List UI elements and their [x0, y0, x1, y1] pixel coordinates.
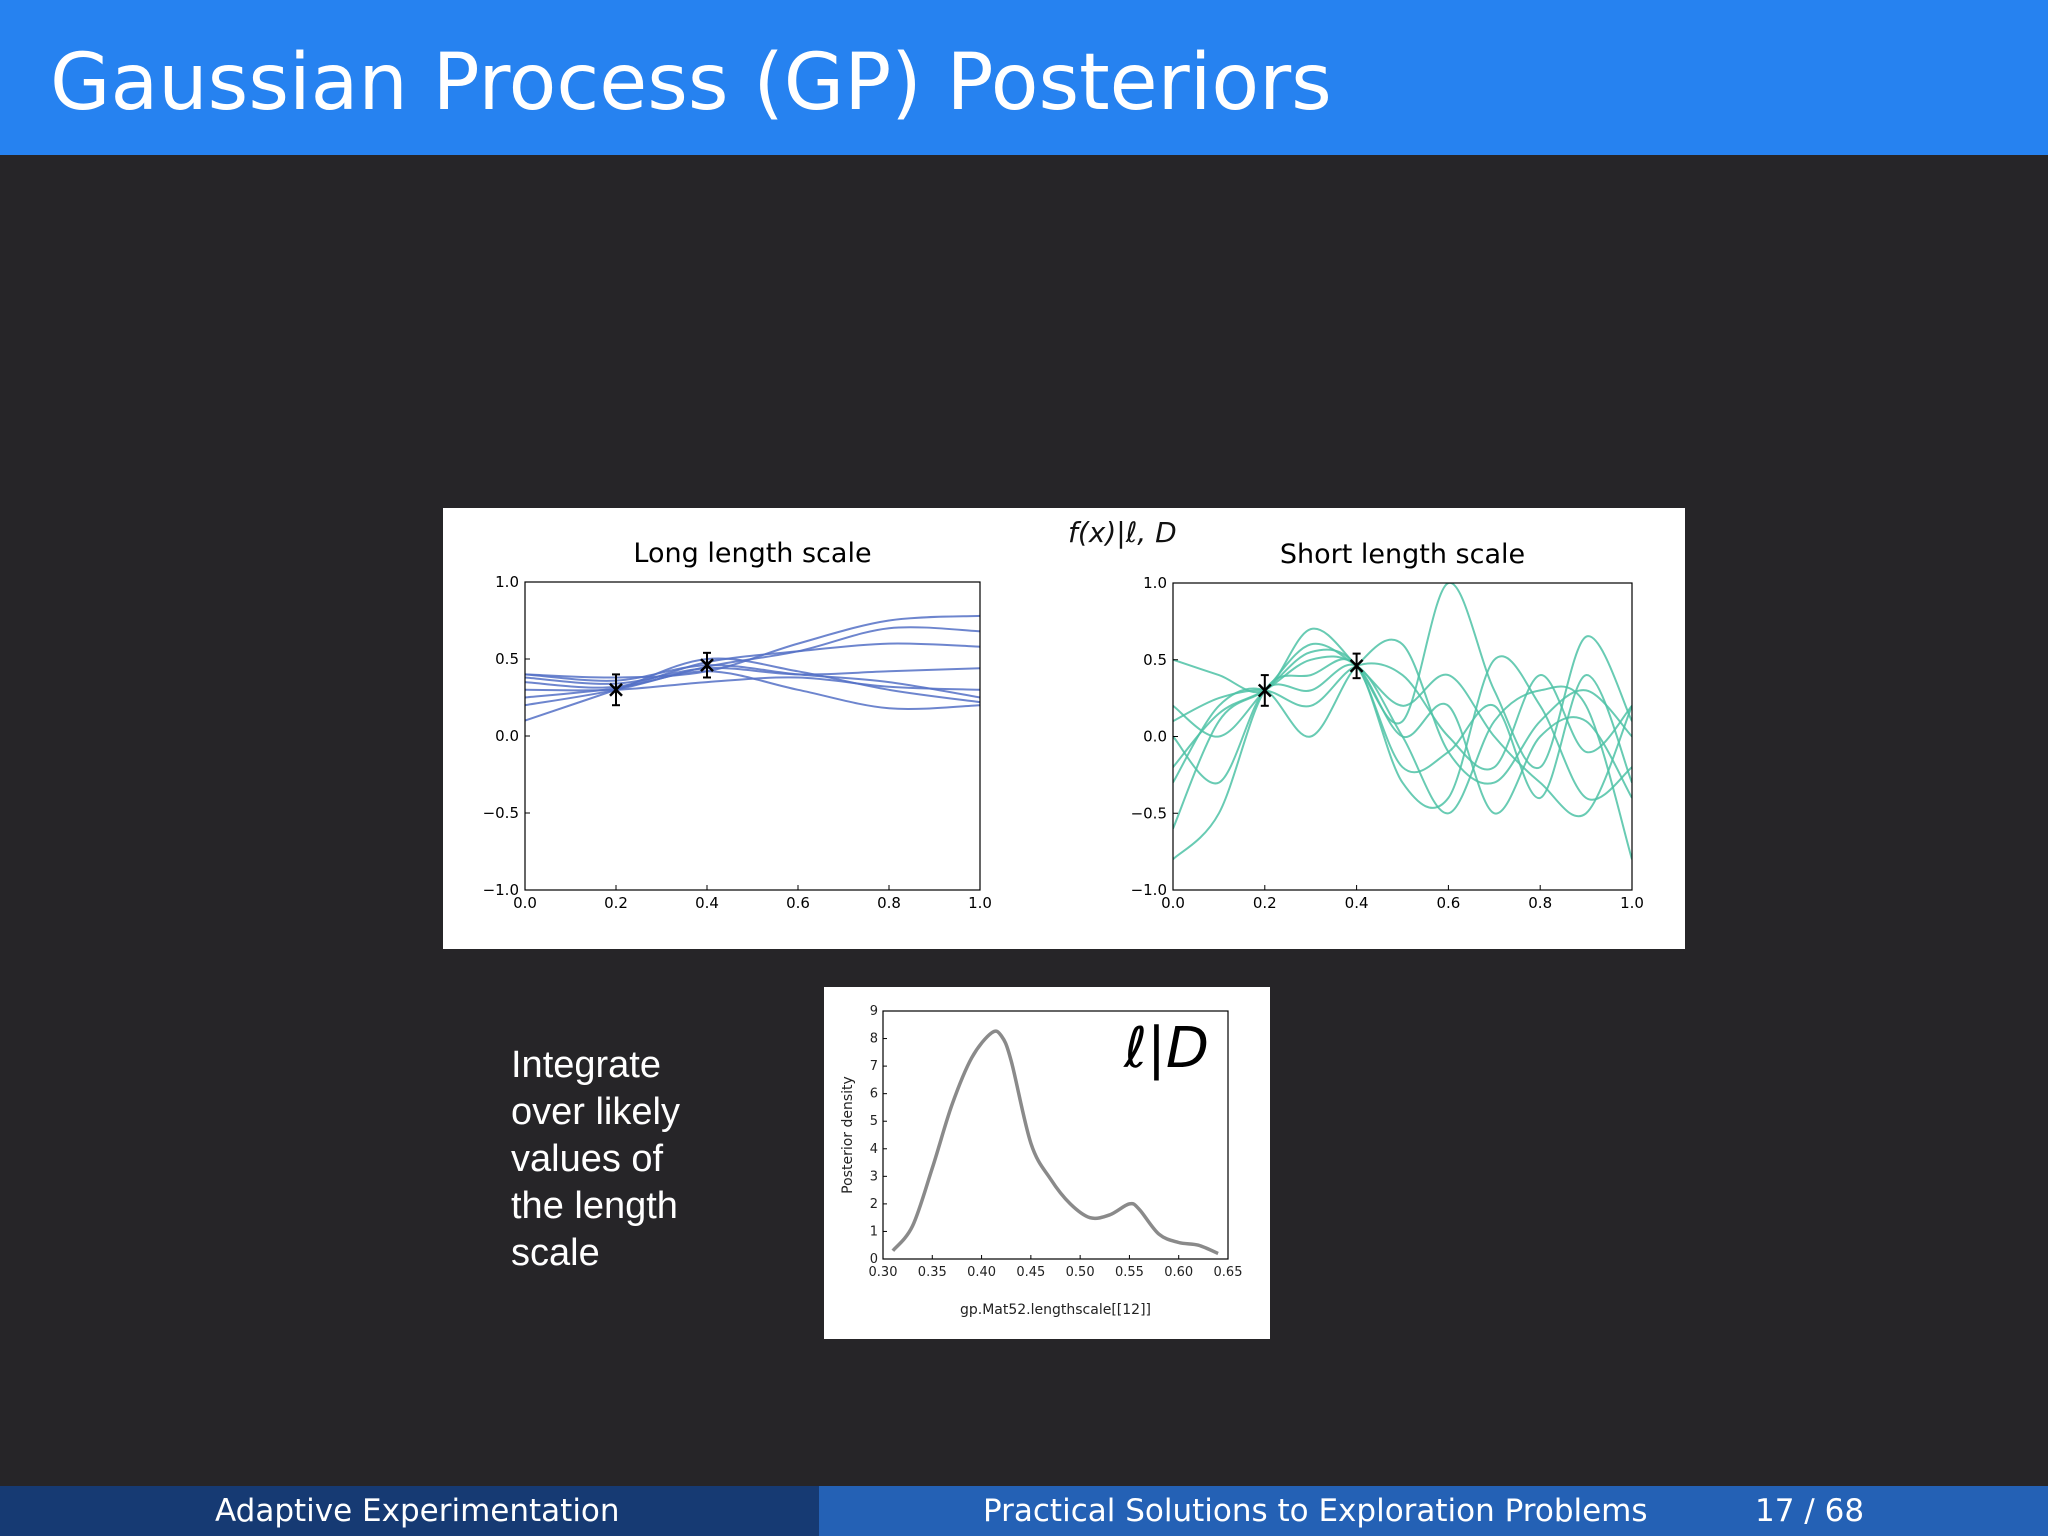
- y-tick-label: 7: [870, 1059, 878, 1074]
- y-tick-label: 8: [870, 1032, 878, 1047]
- x-tick-label: 0.8: [1528, 894, 1552, 912]
- y-tick-label: 9: [870, 1004, 878, 1019]
- x-tick-label: 1.0: [968, 894, 992, 912]
- x-tick-label: 0.6: [1436, 894, 1460, 912]
- y-tick-label: 4: [870, 1142, 878, 1157]
- observation-marker: [700, 658, 714, 673]
- y-tick-label: −1.0: [1131, 881, 1167, 899]
- y-tick-label: 3: [870, 1169, 878, 1184]
- footer-left: Adaptive Experimentation: [0, 1486, 819, 1536]
- x-tick-label: 0.65: [1214, 1265, 1243, 1280]
- posterior-sample-line: [1173, 662, 1632, 771]
- y-tick-label: 0.0: [1143, 728, 1167, 746]
- footer: Adaptive Experimentation Practical Solut…: [0, 1486, 2048, 1536]
- gp-posterior-charts: Long length scale 0.0 0.2 0.4 0.6 0.8 1.0 1.0 0.…: [483, 516, 1644, 912]
- y-tick-label: 5: [870, 1114, 878, 1129]
- title-bar: Gaussian Process (GP) Posteriors: [0, 0, 2048, 155]
- x-tick-label: 0.0: [1161, 894, 1185, 912]
- posterior-sample-line: [1173, 642, 1632, 818]
- lengthscale-density-figure: 0.30 0.35 0.40 0.45 0.50 0.55 0.60 0.65 0 1 2 3 4 5 6 7…: [824, 987, 1270, 1339]
- series-group: [1173, 583, 1632, 861]
- observation-marker: [609, 682, 623, 697]
- gp-posterior-figure: Long length scale 0.0 0.2 0.4 0.6 0.8 1.0 1.0 0.…: [443, 508, 1685, 949]
- x-tick-label: 0.55: [1115, 1265, 1144, 1280]
- posterior-sample-line: [525, 666, 980, 685]
- y-tick-label: 2: [870, 1197, 878, 1212]
- y-tick-label: 1: [870, 1224, 878, 1239]
- y-tick-label: 1.0: [495, 573, 519, 591]
- x-tick-label: 0.2: [1253, 894, 1277, 912]
- posterior-sample-line: [1173, 638, 1632, 785]
- x-axis-label: gp.Mat52.lengthscale[[12]]: [960, 1302, 1151, 1318]
- y-tick-label: −0.5: [483, 804, 519, 822]
- observation-marker: [1349, 659, 1364, 673]
- x-tick-label: 0.2: [604, 894, 628, 912]
- note-line: values of: [511, 1138, 664, 1180]
- slide-title: Gaussian Process (GP) Posteriors: [50, 38, 1332, 128]
- x-tick-label: 0.4: [1345, 894, 1369, 912]
- page-number: 17 / 68: [1755, 1493, 1865, 1529]
- plot-frame: [882, 1010, 1229, 1260]
- x-tick-label: 0.4: [695, 894, 719, 912]
- y-tick-label: 6: [870, 1087, 878, 1102]
- x-tick-label: 0.8: [877, 894, 901, 912]
- footer-right: Practical Solutions to Exploration Probl…: [819, 1486, 2048, 1536]
- y-tick-label: 0.5: [495, 650, 519, 668]
- y-tick-label: 0: [870, 1252, 878, 1267]
- posterior-sample-line: [525, 664, 980, 699]
- posterior-sample-line: [1173, 655, 1632, 815]
- lengthscale-density-chart: 0.30 0.35 0.40 0.45 0.50 0.55 0.60 0.65 0 1 2 3 4 5 6 7…: [840, 1004, 1243, 1318]
- x-tick-label: 0.60: [1164, 1265, 1193, 1280]
- x-tick-label: 0.0: [513, 894, 537, 912]
- observation-marker: [1257, 683, 1272, 698]
- y-tick-label: 0.0: [495, 727, 519, 745]
- note-line: Integrate: [511, 1044, 661, 1086]
- posterior-sample-line: [525, 657, 980, 722]
- y-tick-label: 1.0: [1143, 574, 1167, 592]
- chart-title: Long length scale: [633, 538, 871, 569]
- integrate-note: Integrate over likely values of the leng…: [511, 1042, 680, 1277]
- x-tick-label: 0.35: [918, 1265, 947, 1280]
- y-tick-label: −0.5: [1131, 804, 1167, 822]
- footer-talk-title: Adaptive Experimentation: [215, 1493, 620, 1529]
- x-tick-label: 1.0: [1620, 894, 1644, 912]
- x-tick-label: 0.40: [967, 1265, 996, 1280]
- x-tick-label: 0.6: [786, 894, 810, 912]
- series-group: [525, 614, 980, 722]
- posterior-formula: f(x)|ℓ, D: [1068, 516, 1177, 549]
- x-tick-label: 0.45: [1016, 1265, 1045, 1280]
- density-formula: ℓ|D: [1123, 1016, 1209, 1081]
- note-line: scale: [511, 1232, 600, 1274]
- y-tick-label: −1.0: [483, 881, 519, 899]
- posterior-sample-line: [525, 642, 980, 689]
- chart-title: Short length scale: [1280, 539, 1525, 570]
- note-line: over likely: [511, 1091, 680, 1133]
- y-tick-label: 0.5: [1143, 651, 1167, 669]
- posterior-sample-line: [1173, 663, 1632, 860]
- posterior-sample-line: [525, 626, 980, 707]
- posterior-sample-line: [525, 676, 980, 692]
- footer-subtitle: Practical Solutions to Exploration Probl…: [983, 1493, 1648, 1529]
- density-curve: [891, 1029, 1219, 1256]
- y-axis-label: Posterior density: [840, 1076, 856, 1194]
- x-tick-label: 0.50: [1066, 1265, 1095, 1280]
- note-line: the length: [511, 1185, 678, 1227]
- x-tick-label: 0.30: [869, 1265, 898, 1280]
